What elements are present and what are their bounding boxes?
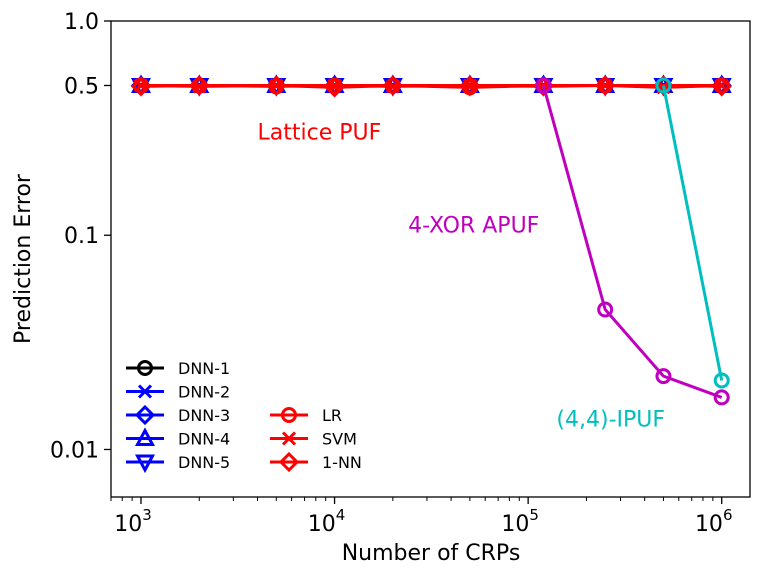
legend-label: DNN-1 bbox=[178, 359, 230, 378]
x-tick-exponent: 5 bbox=[529, 506, 539, 524]
data-point bbox=[711, 76, 732, 97]
data-point bbox=[655, 77, 672, 94]
data-point bbox=[459, 75, 480, 96]
series-4-4-ipuf bbox=[655, 77, 730, 389]
legend-marker bbox=[134, 427, 156, 446]
data-layer bbox=[130, 74, 732, 406]
legend-entry: SVM bbox=[270, 430, 357, 449]
y-tick-label: 1.0 bbox=[64, 10, 99, 35]
legend-entry: LR bbox=[270, 406, 342, 425]
x-tick-exponent: 4 bbox=[336, 506, 346, 524]
legend-label: 1-NN bbox=[322, 453, 362, 472]
annotation-label: Lattice PUF bbox=[258, 120, 382, 145]
legend-label: SVM bbox=[322, 430, 357, 449]
legend-marker bbox=[281, 431, 297, 446]
legend-marker bbox=[134, 454, 156, 474]
data-point bbox=[655, 368, 672, 385]
data-point bbox=[535, 77, 552, 94]
annotation-layer: Lattice PUF 4-XOR APUF (4,4)-IPUF bbox=[258, 120, 666, 432]
legend-entry: DNN-1 bbox=[126, 359, 230, 378]
legend-label: DNN-4 bbox=[178, 430, 230, 449]
data-point bbox=[713, 372, 730, 389]
series-line bbox=[140, 83, 722, 89]
y-tick-label: 0.5 bbox=[64, 74, 99, 99]
y-axis-label: Prediction Error bbox=[11, 173, 36, 344]
legend-entry: DNN-3 bbox=[126, 404, 230, 426]
legend-entry: 1-NN bbox=[270, 451, 362, 473]
legend-marker bbox=[137, 360, 153, 376]
legend-label: DNN-2 bbox=[178, 383, 230, 402]
series-1-nn bbox=[130, 75, 732, 98]
annotation-label: (4,4)-IPUF bbox=[556, 408, 665, 433]
data-point bbox=[266, 75, 287, 96]
legend-entry: DNN-4 bbox=[126, 427, 230, 449]
legend-marker bbox=[137, 384, 153, 399]
y-tick-label: 0.1 bbox=[64, 224, 99, 249]
legend-marker bbox=[281, 407, 297, 423]
x-tick-exponent: 6 bbox=[723, 506, 733, 524]
legend-marker bbox=[134, 404, 156, 426]
x-tick-exponent: 3 bbox=[142, 506, 152, 524]
legend: DNN-1 DNN-2 DNN-3 DNN-4 DNN-5 LR SVM 1-NN bbox=[126, 359, 362, 474]
legend-label: DNN-3 bbox=[178, 406, 230, 425]
plot-frame bbox=[110, 20, 751, 498]
series-line bbox=[542, 85, 723, 399]
data-point bbox=[130, 76, 152, 97]
legend-label: LR bbox=[322, 406, 342, 425]
legend-label: DNN-5 bbox=[178, 453, 230, 472]
data-point bbox=[189, 75, 210, 96]
data-point bbox=[595, 75, 616, 96]
legend-entry: DNN-2 bbox=[126, 383, 230, 402]
data-point bbox=[382, 75, 403, 96]
data-point bbox=[713, 389, 730, 406]
legend-marker bbox=[278, 451, 300, 473]
x-tick-label: 105 bbox=[501, 506, 539, 537]
legend-entry: DNN-5 bbox=[126, 453, 230, 474]
x-axis-label: Number of CRPs bbox=[342, 541, 521, 566]
y-tick-label: 0.01 bbox=[50, 438, 99, 463]
series-4-xor-apuf bbox=[535, 77, 730, 406]
data-point bbox=[597, 301, 614, 318]
series-line bbox=[661, 85, 724, 381]
annotation-label: 4-XOR APUF bbox=[408, 213, 539, 238]
data-point bbox=[324, 77, 345, 98]
